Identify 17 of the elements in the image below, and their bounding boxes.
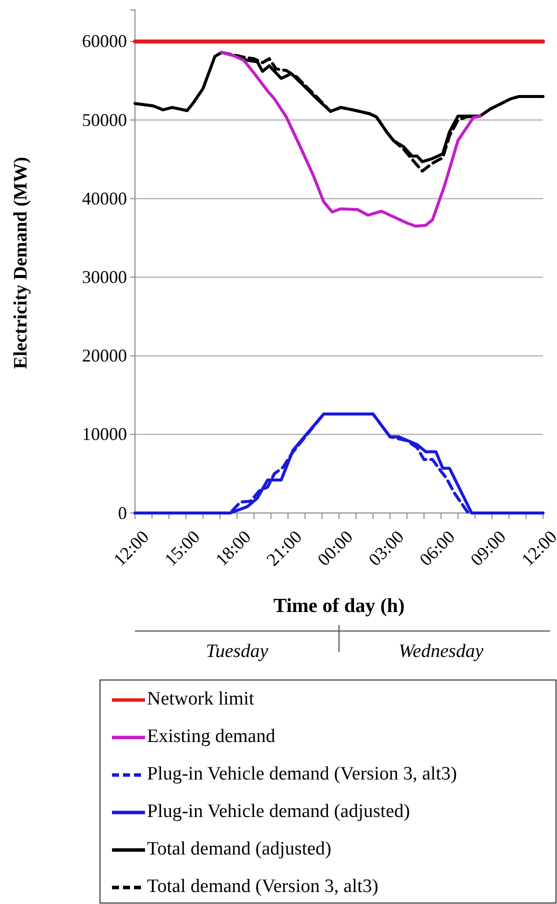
text: Wednesday — [398, 641, 484, 662]
y-tick-label: 20000 — [82, 346, 127, 366]
legend-label: Total demand (adjusted) — [147, 838, 332, 860]
y-tick-label: 60000 — [82, 31, 127, 52]
legend-label: Plug-in Vehicle demand (Version 3, alt3) — [147, 763, 457, 784]
legend-label: Total demand (Version 3, alt3) — [147, 876, 378, 897]
text: Tuesday — [206, 641, 269, 662]
legend-label: Existing demand — [147, 726, 276, 747]
legend-label: Plug-in Vehicle demand (adjusted) — [147, 800, 410, 822]
y-tick-label: 40000 — [82, 188, 127, 208]
y-tick-label: 30000 — [82, 266, 127, 287]
y-tick-label: 0 — [118, 502, 127, 523]
legend-label: Network limit — [147, 688, 255, 710]
x-axis-title: Time of day (h) — [273, 595, 405, 617]
y-axis-title: Electricity Demand (MW) — [10, 156, 32, 370]
y-tick-label: 10000 — [82, 424, 127, 444]
y-tick-label: 50000 — [82, 110, 127, 130]
